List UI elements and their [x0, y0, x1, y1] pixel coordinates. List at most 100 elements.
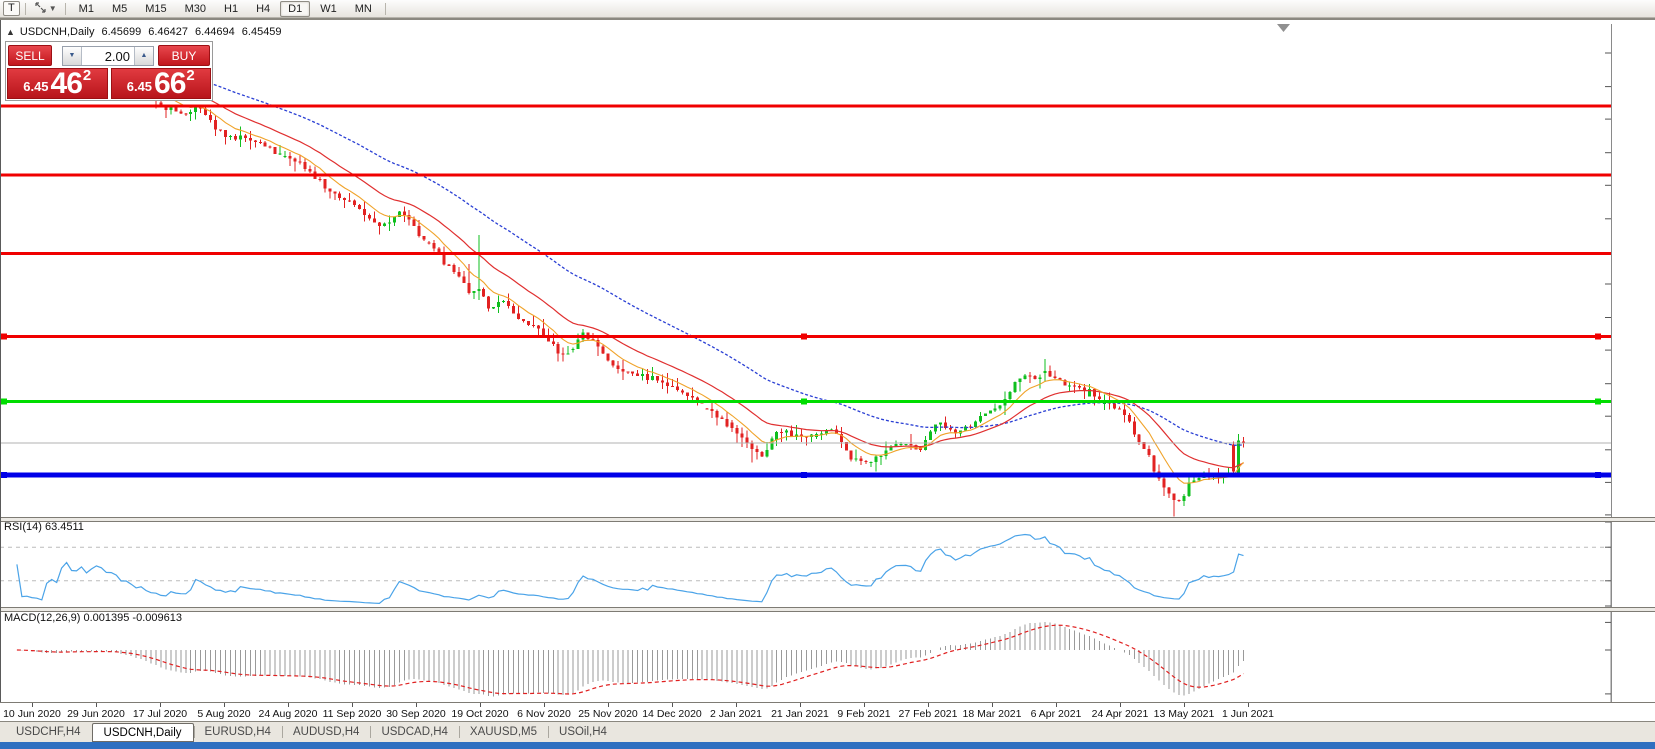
tab-audusd-h4[interactable]: AUDUSD,H4: [281, 722, 370, 742]
tab-usdcad-h4[interactable]: USDCAD,H4: [370, 722, 458, 742]
date-label: 13 May 2021: [1153, 708, 1215, 720]
macd-histogram: [16, 622, 1244, 697]
timeframe-button-mn[interactable]: MN: [354, 2, 372, 15]
date-label: 14 Dec 2020: [642, 708, 702, 720]
date-label: 25 Nov 2020: [578, 708, 638, 720]
date-tick: [288, 703, 289, 707]
tab-usdchf-h4[interactable]: USDCHF,H4: [16, 726, 81, 738]
date-tick: [864, 703, 865, 707]
date-label: 11 Sep 2020: [322, 708, 382, 720]
timeframe-button-m15[interactable]: M15: [145, 2, 167, 15]
buy-price-display[interactable]: 6.45 66 2: [110, 67, 211, 100]
one-click-panel-toggle-icon[interactable]: ▲: [6, 26, 15, 37]
one-click-trade-panel: SELL ▼ 2.00 ▲ BUY 6.45 46 2 6.45 66 2: [5, 41, 213, 101]
buy-price-point: 2: [186, 67, 195, 84]
date-axis[interactable]: 10 Jun 2020 29 Jun 2020 17 Jul 2020 5 Aug 2…: [0, 702, 1655, 721]
date-tick: [1184, 703, 1185, 707]
tab-usoil-h4[interactable]: USOil,H4: [548, 722, 618, 742]
buy-button[interactable]: BUY: [158, 45, 210, 66]
date-label: 18 Mar 2021: [962, 708, 1022, 720]
tab-eurusd-h4[interactable]: EURUSD,H4: [193, 722, 282, 742]
sell-button[interactable]: SELL: [8, 45, 52, 66]
date-label: 6 Apr 2021: [1030, 708, 1082, 720]
chevron-down-icon: ▼: [48, 4, 57, 13]
top-toolbar: T ▼ M1 M5 M15 M30 H1 H4 D1 W1 MN: [0, 0, 1655, 18]
price-axis[interactable]: 7.086407.032006.979206.924806.872006.817…: [1612, 20, 1655, 702]
pane-separator[interactable]: [0, 517, 1655, 522]
date-tick: [1056, 703, 1057, 707]
chart-left-border: [0, 20, 1, 702]
timeframe-button-group: M1 M5 M15 M30 H1 H4 D1 W1 MN: [71, 0, 380, 17]
date-tick: [544, 703, 545, 707]
date-tick: [1248, 703, 1249, 707]
ohlc-close: 6.45459: [241, 25, 282, 38]
date-tick: [736, 703, 737, 707]
status-bar: [0, 742, 1655, 749]
moving-averages-layer: [6, 57, 1244, 484]
tab-xauusd-m5[interactable]: XAUUSD,M5: [458, 722, 548, 742]
date-tick: [800, 703, 801, 707]
pane-separator[interactable]: [0, 607, 1655, 612]
ohlc-open: 6.45699: [101, 25, 142, 38]
volume-spinner: ▼ 2.00 ▲: [62, 45, 154, 66]
date-tick: [672, 703, 673, 707]
sell-price-prefix: 6.45: [23, 79, 49, 94]
buy-price-pips: 66: [154, 67, 186, 100]
date-tick: [32, 703, 33, 707]
timeframe-button-w1[interactable]: W1: [320, 2, 337, 15]
date-label: 10 Jun 2020: [3, 708, 61, 720]
tab-usdcnh-daily[interactable]: USDCNH,Daily: [91, 723, 194, 742]
timeframe-button-m30[interactable]: M30: [184, 2, 207, 15]
date-label: 1 Jun 2021: [1222, 708, 1274, 720]
date-tick: [1120, 703, 1121, 707]
ohlc-low: 6.44694: [195, 25, 235, 38]
window-edge: [0, 18, 1655, 20]
timeframe-button-h1[interactable]: H1: [224, 2, 239, 15]
date-label: 5 Aug 2020: [197, 708, 251, 720]
rsi-indicator-label: RSI(14) 63.4511: [4, 521, 84, 533]
rsi-pane[interactable]: [0, 520, 1612, 607]
sell-price-pips: 46: [50, 67, 83, 100]
date-label: 21 Jan 2021: [771, 708, 829, 720]
sell-price-point: 2: [82, 67, 92, 84]
macd-pane[interactable]: [0, 610, 1612, 702]
price-axis-border: [1611, 24, 1612, 702]
date-tick: [608, 703, 609, 707]
date-tick: [160, 703, 161, 707]
timeframe-button-m1[interactable]: M1: [78, 2, 94, 15]
date-label: 24 Aug 2020: [258, 708, 318, 720]
toolbar-separator: [384, 2, 386, 15]
volume-input[interactable]: 2.00: [104, 48, 130, 64]
date-label: 2 Jan 2021: [710, 708, 762, 720]
date-label: 30 Sep 2020: [386, 708, 446, 720]
horizontal-lines-layer: [0, 104, 1611, 478]
date-label: 6 Nov 2020: [517, 708, 571, 720]
arrows-tool-button[interactable]: ▼: [31, 0, 60, 19]
price-chart[interactable]: [0, 24, 1612, 517]
text-tool-button[interactable]: T: [3, 1, 20, 16]
date-tick: [416, 703, 417, 707]
toolbar-separator: [64, 2, 66, 15]
sell-price-display[interactable]: 6.45 46 2: [7, 67, 108, 100]
date-label: 17 Jul 2020: [132, 708, 188, 720]
timeframe-button-d1[interactable]: D1: [280, 0, 311, 17]
macd-indicator-label: MACD(12,26,9) 0.001395 -0.009613: [4, 612, 182, 624]
scroll-anchor-marker: [1277, 24, 1290, 32]
candles-layer: [5, 47, 1245, 517]
arrows-tool-icon: [34, 0, 47, 18]
date-tick: [928, 703, 929, 707]
timeframe-button-h4[interactable]: H4: [256, 2, 271, 15]
timeframe-button-m5[interactable]: M5: [111, 2, 128, 15]
date-label: 24 Apr 2021: [1091, 708, 1149, 720]
date-label: 9 Feb 2021: [837, 708, 891, 720]
buy-price-prefix: 6.45: [126, 79, 153, 94]
volume-decrease-button[interactable]: ▼: [63, 46, 82, 65]
date-label: 27 Feb 2021: [898, 708, 958, 720]
symbol-tab-bar: USDCHF,H4 USDCNH,Daily EURUSD,H4 AUDUSD,H4 U…: [0, 721, 1655, 742]
date-tick: [480, 703, 481, 707]
volume-increase-button[interactable]: ▲: [134, 46, 153, 65]
date-tick: [96, 703, 97, 707]
chart-symbol-label: USDCNH,Daily: [19, 25, 95, 38]
date-tick: [992, 703, 993, 707]
date-tick: [352, 703, 353, 707]
